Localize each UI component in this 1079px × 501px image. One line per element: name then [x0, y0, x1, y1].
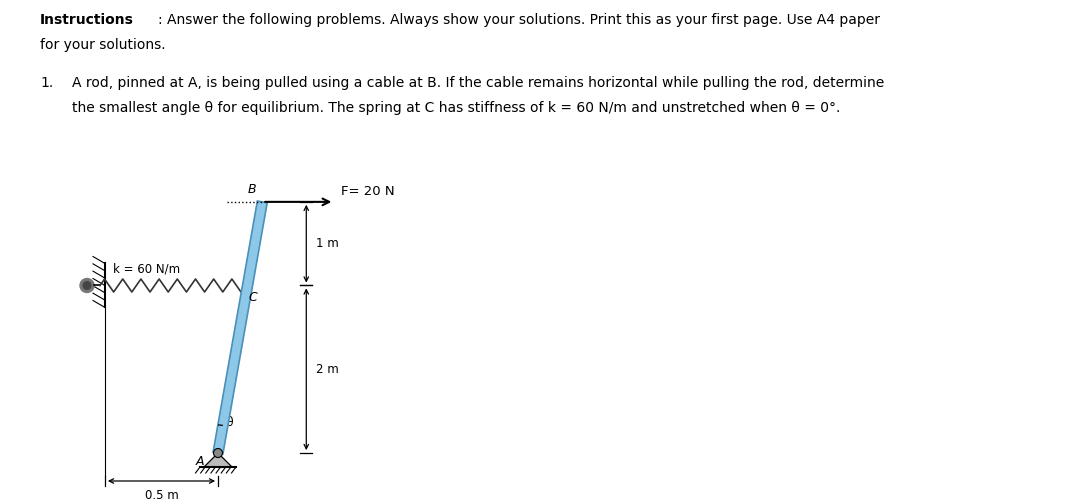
Text: C: C	[248, 292, 257, 305]
Text: 2 m: 2 m	[316, 363, 339, 376]
Text: A: A	[195, 455, 204, 468]
Polygon shape	[204, 453, 232, 467]
Text: 0.5 m: 0.5 m	[145, 489, 178, 501]
Text: k = 60 N/m: k = 60 N/m	[113, 263, 180, 276]
Text: for your solutions.: for your solutions.	[40, 38, 165, 52]
Circle shape	[83, 282, 91, 290]
Polygon shape	[213, 201, 268, 454]
Text: 1.: 1.	[40, 76, 53, 90]
Text: 1 m: 1 m	[316, 237, 339, 250]
Circle shape	[214, 448, 222, 457]
Text: A rod, pinned at ​A​, is being pulled using a cable at ​B​. If the cable remains: A rod, pinned at ​A​, is being pulled us…	[72, 76, 885, 90]
Text: : Answer the following problems. Always show your solutions. Print this as your : : Answer the following problems. Always …	[158, 13, 879, 27]
Text: θ: θ	[226, 416, 233, 429]
Text: the smallest angle θ for equilibrium. The spring at ​C​ has stiffness of ​k​ = 6: the smallest angle θ for equilibrium. Th…	[72, 101, 841, 115]
Text: B: B	[248, 183, 257, 196]
Text: F= 20 N: F= 20 N	[341, 185, 395, 198]
Circle shape	[80, 279, 94, 293]
Text: Instructions: Instructions	[40, 13, 134, 27]
